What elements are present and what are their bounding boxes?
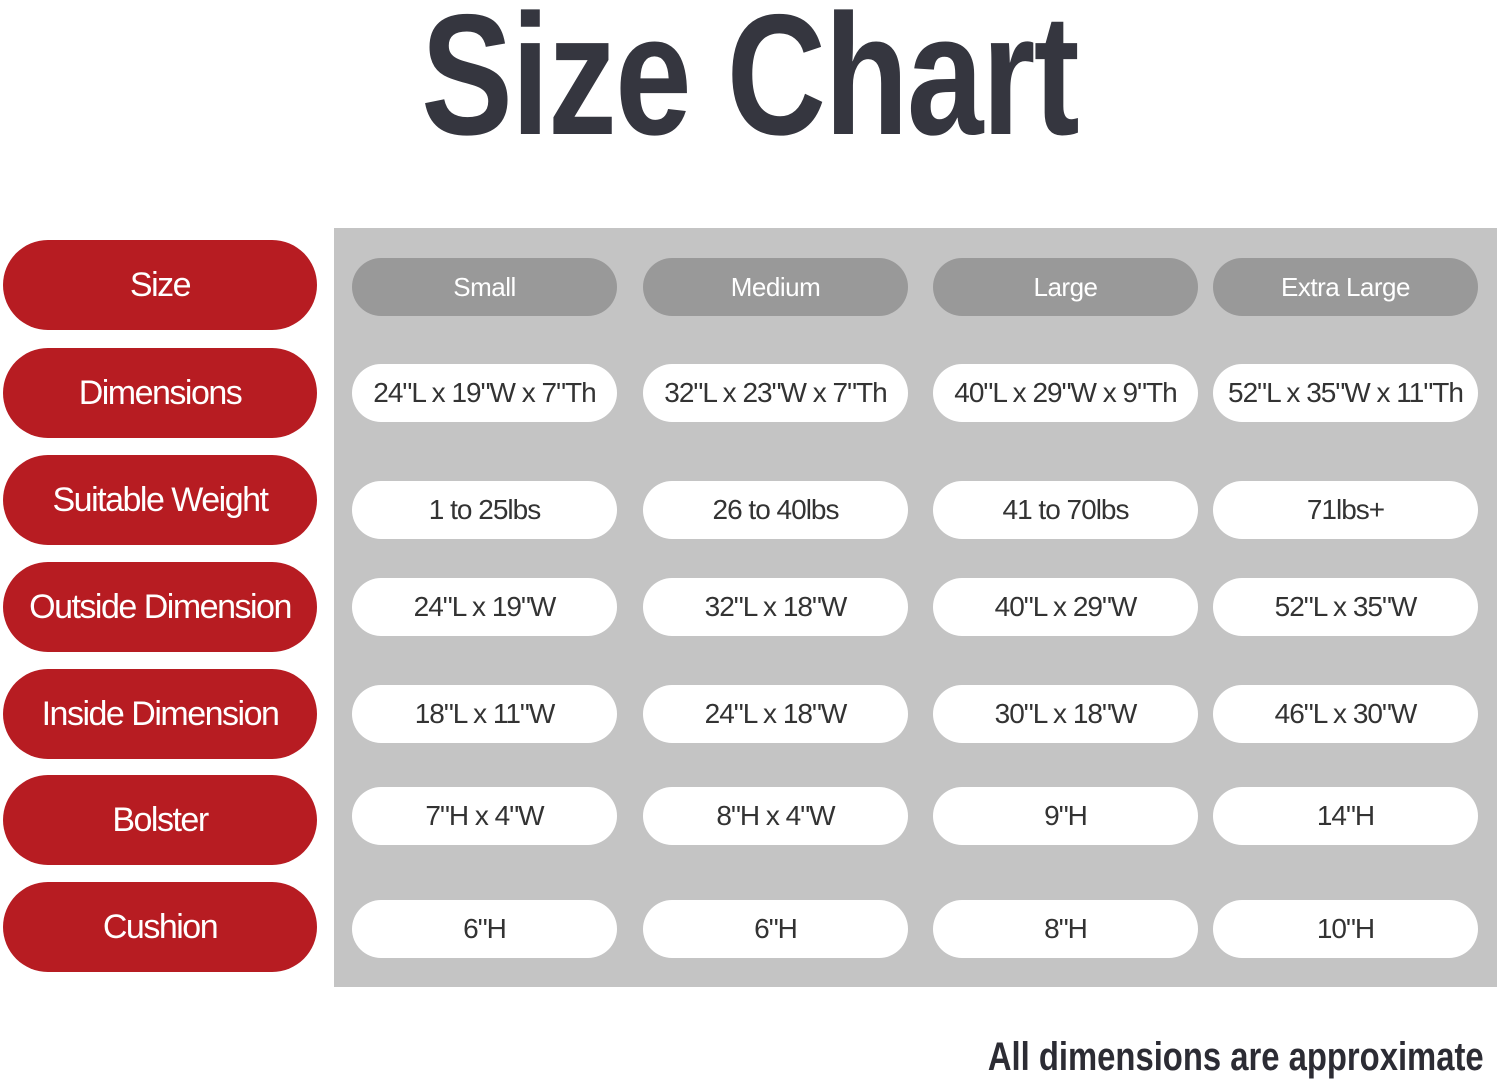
title: Size Chart (421, 0, 1080, 171)
table-cell: 7"H x 4"W (352, 787, 617, 845)
table-cell: 52"L x 35"W x 11"Th (1213, 364, 1478, 422)
column-header: Large (933, 258, 1198, 316)
table-cell: 24"L x 18"W (643, 685, 908, 743)
table-cell: 18"L x 11"W (352, 685, 617, 743)
column-header: Small (352, 258, 617, 316)
table-cell: 8"H x 4"W (643, 787, 908, 845)
table-cell: 32"L x 18"W (643, 578, 908, 636)
table-cell: 6"H (352, 900, 617, 958)
column-header: Medium (643, 258, 908, 316)
table-cell: 6"H (643, 900, 908, 958)
table-cell: 40"L x 29"W x 9"Th (933, 364, 1198, 422)
row-label: Suitable Weight (3, 455, 317, 545)
table-cell: 40"L x 29"W (933, 578, 1198, 636)
table-cell: 8"H (933, 900, 1198, 958)
table-cell: 26 to 40lbs (643, 481, 908, 539)
table-cell: 24"L x 19"W (352, 578, 617, 636)
footer-box: All dimensions are approximate (879, 1032, 1484, 1082)
table-cell: 41 to 70lbs (933, 481, 1198, 539)
column-header: Extra Large (1213, 258, 1478, 316)
row-label: Inside Dimension (3, 669, 317, 759)
row-label: Cushion (3, 882, 317, 972)
row-label: Outside Dimension (3, 562, 317, 652)
table-cell: 71lbs+ (1213, 481, 1478, 539)
table-cell: 1 to 25lbs (352, 481, 617, 539)
table-cell: 32"L x 23"W x 7"Th (643, 364, 908, 422)
row-label: Size (3, 240, 317, 330)
table-cell: 30"L x 18"W (933, 685, 1198, 743)
title-box: Size Chart (0, 0, 1500, 171)
table-cell: 46"L x 30"W (1213, 685, 1478, 743)
footer-note: All dimensions are approximate (988, 1034, 1484, 1079)
table-cell: 52"L x 35"W (1213, 578, 1478, 636)
table-cell: 14"H (1213, 787, 1478, 845)
table-cell: 9"H (933, 787, 1198, 845)
row-label: Bolster (3, 775, 317, 865)
table-cell: 24"L x 19"W x 7"Th (352, 364, 617, 422)
row-label: Dimensions (3, 348, 317, 438)
table-cell: 10"H (1213, 900, 1478, 958)
